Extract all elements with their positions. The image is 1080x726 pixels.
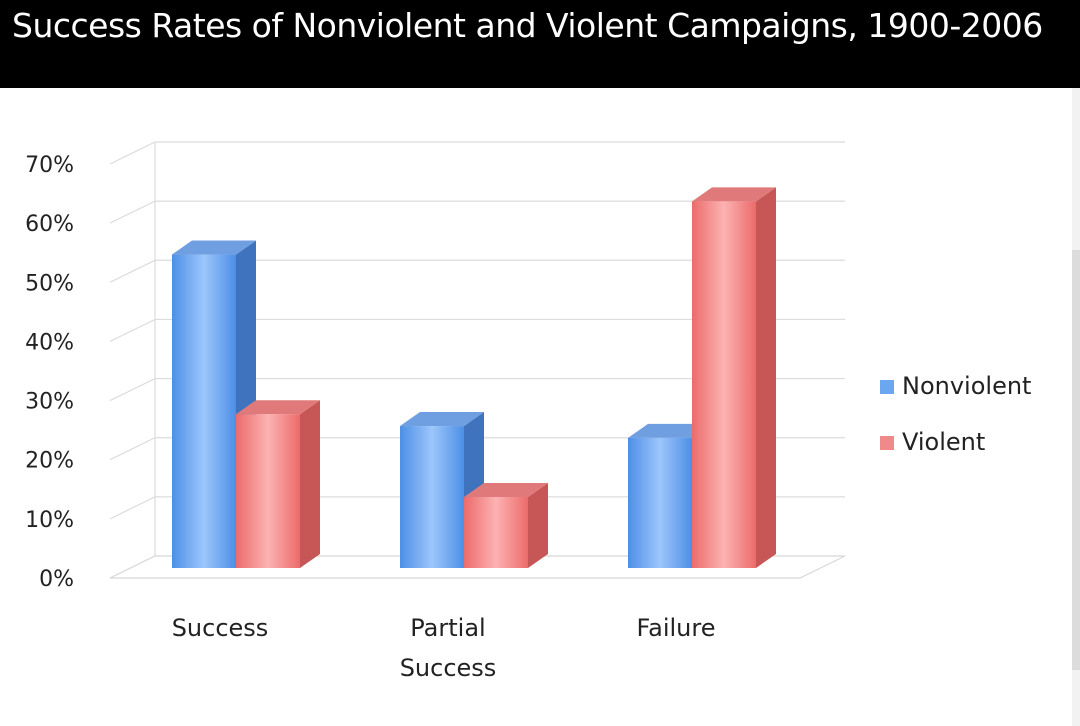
bar-nonviolent-0 [172, 240, 256, 569]
y-tick-label: 30% [25, 390, 74, 415]
y-axis: 0% 10% 20% 30% 40% 50% 60% 70% [25, 153, 74, 592]
legend-swatch-violent [880, 436, 894, 450]
x-category-label: Success [172, 614, 269, 642]
chart-title: Success Rates of Nonviolent and Violent … [12, 6, 1043, 45]
legend-swatch-nonviolent [880, 380, 894, 394]
bar-front [464, 497, 528, 568]
bar-front [172, 254, 236, 569]
bar-top [236, 400, 320, 415]
legend-label-violent: Violent [902, 428, 985, 456]
bar-top [464, 483, 548, 498]
bar-violent-1 [464, 483, 548, 568]
bar-violent-2 [692, 187, 776, 569]
bar-front [236, 414, 300, 568]
y-tick-label: 60% [25, 212, 74, 237]
bar-top [400, 412, 484, 427]
bar-top [172, 240, 256, 255]
bar-side [756, 187, 776, 569]
x-category-label: Partial [410, 614, 485, 642]
x-category-label: Failure [637, 614, 716, 642]
legend-label-nonviolent: Nonviolent [902, 372, 1031, 400]
gridline [109, 141, 845, 165]
bar-top [692, 187, 776, 202]
y-tick-label: 10% [25, 508, 74, 533]
bar-front [400, 426, 464, 568]
x-category-label: Success [400, 654, 497, 682]
bar-side [300, 400, 320, 568]
bar-front [692, 201, 756, 569]
y-tick-label: 70% [25, 153, 74, 178]
y-tick-label: 50% [25, 271, 74, 296]
y-tick-label: 0% [39, 567, 74, 592]
y-tick-label: 20% [25, 449, 74, 474]
bar-violent-0 [236, 400, 320, 568]
bar-side [528, 483, 548, 568]
scrollbar[interactable] [1072, 250, 1080, 670]
bars [172, 187, 776, 569]
y-tick-label: 40% [25, 330, 74, 355]
title-bar: Success Rates of Nonviolent and Violent … [0, 0, 1080, 88]
bar-top [628, 423, 712, 438]
legend: Nonviolent Violent [880, 372, 1031, 456]
x-axis: Success Partial Success Failure [172, 614, 716, 682]
bar-front [628, 437, 692, 568]
